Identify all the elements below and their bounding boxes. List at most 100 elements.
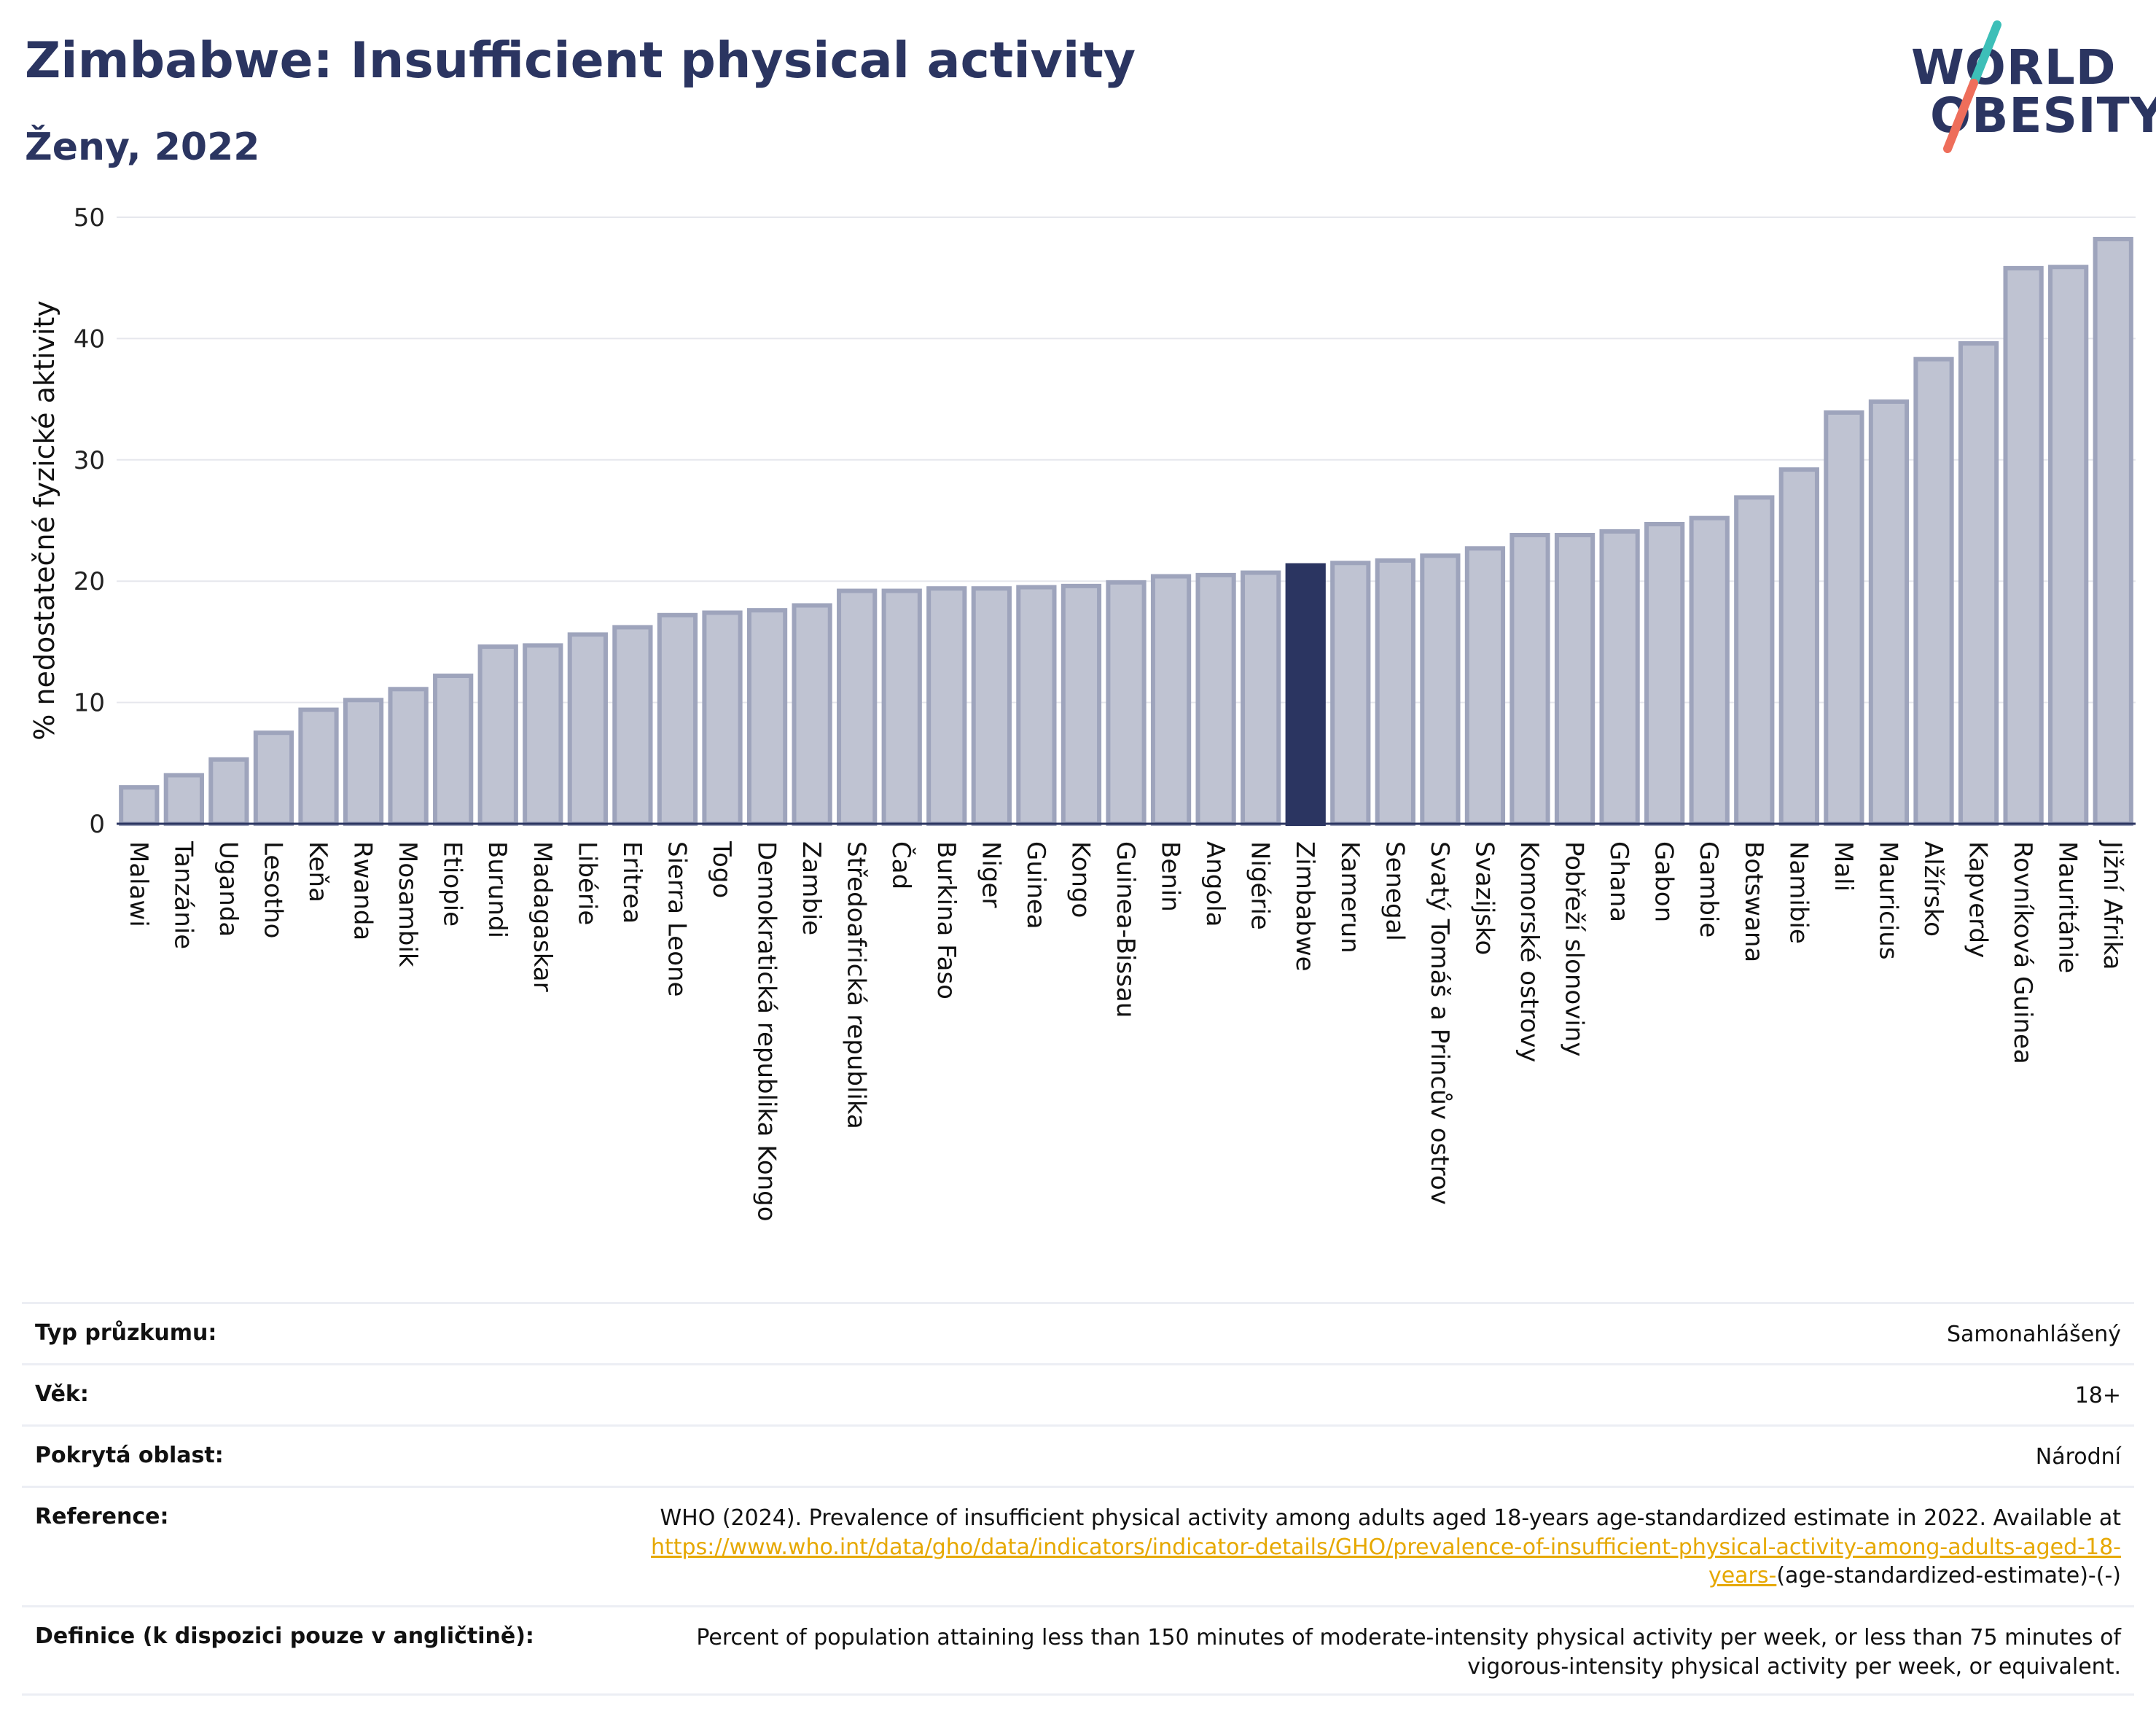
- info-row-definition: Definice (k dispozici pouze v angličtině…: [22, 1605, 2134, 1696]
- bar-27[interactable]: [1330, 561, 1371, 826]
- bar-34[interactable]: [1644, 521, 1685, 826]
- x-tick-label: Rovníková Guinea: [2008, 841, 2037, 1064]
- bar-10[interactable]: [567, 632, 608, 827]
- reference-link[interactable]: https://www.who.int/data/gho/data/indica…: [651, 1534, 2121, 1589]
- bar-26[interactable]: [1285, 563, 1326, 826]
- x-tick-label: Mali: [1829, 841, 1858, 892]
- logo-slash-icon: [1943, 20, 2001, 153]
- x-tick-label: Svazijsko: [1469, 841, 1499, 955]
- bar-4[interactable]: [298, 707, 339, 826]
- bar-19[interactable]: [971, 586, 1012, 827]
- bar-18[interactable]: [926, 586, 967, 827]
- info-table: Typ průzkumu: Samonahlášený Věk: 18+ Pok…: [22, 1302, 2134, 1696]
- info-label: Věk:: [35, 1381, 89, 1407]
- x-tick-label: Čad: [886, 841, 916, 889]
- x-tick-label: Rwanda: [348, 841, 378, 940]
- y-axis-label: % nedostatečné fyzické aktivity: [28, 300, 60, 741]
- info-label: Definice (k dispozici pouze v angličtině…: [35, 1623, 534, 1649]
- bar-22[interactable]: [1106, 580, 1147, 826]
- x-tick-label: Svatý Tomáš a Princův ostrov: [1425, 841, 1454, 1205]
- x-tick-label: Senegal: [1380, 841, 1409, 941]
- bar-17[interactable]: [881, 588, 922, 827]
- info-row-reference: Reference: WHO (2024). Prevalence of ins…: [22, 1486, 2134, 1605]
- bar-43[interactable]: [2048, 265, 2089, 826]
- bar-36[interactable]: [1734, 495, 1775, 826]
- bar-12[interactable]: [657, 612, 698, 826]
- bar-6[interactable]: [388, 687, 429, 827]
- bar-14[interactable]: [746, 608, 788, 826]
- x-tick-label: Nigérie: [1246, 841, 1275, 930]
- world-obesity-logo: WORLD OBESITY: [1895, 19, 2156, 157]
- x-tick-label: Jižní Afrika: [2098, 840, 2127, 970]
- x-tick-label: Komorské ostrovy: [1515, 841, 1544, 1062]
- bars: [119, 236, 2133, 827]
- bar-chart: 0 10 20 30 40 50 Malawi Tanzánie Uganda Lesotho K…: [28, 203, 2136, 1222]
- y-axis-ticks: 0 10 20 30 40 50: [74, 203, 105, 839]
- info-row-coverage: Pokrytá oblast: Národní: [22, 1424, 2134, 1486]
- bar-20[interactable]: [1016, 585, 1057, 827]
- reference-suffix: (age-standardized-estimate)-(-): [1776, 1563, 2121, 1589]
- bar-31[interactable]: [1509, 532, 1550, 826]
- y-tick-label: 0: [89, 810, 105, 839]
- bar-1[interactable]: [163, 773, 204, 826]
- info-value: Percent of population attaining less tha…: [696, 1625, 2121, 1680]
- x-tick-label: Lesotho: [258, 841, 287, 938]
- x-tick-label: Guinea: [1021, 841, 1050, 929]
- info-value: 18+: [2074, 1383, 2121, 1408]
- bar-42[interactable]: [2003, 265, 2044, 826]
- x-tick-label: Namibie: [1784, 841, 1813, 944]
- bar-8[interactable]: [477, 644, 518, 827]
- bar-44[interactable]: [2093, 236, 2133, 826]
- info-value: WHO (2024). Prevalence of insufficient p…: [590, 1504, 2121, 1591]
- bar-3[interactable]: [253, 730, 294, 827]
- x-tick-label: Burundi: [483, 841, 512, 938]
- bar-21[interactable]: [1061, 583, 1102, 827]
- x-tick-label: Keňa: [303, 841, 332, 902]
- bar-30[interactable]: [1464, 546, 1506, 826]
- y-tick-label: 50: [74, 203, 105, 233]
- bar-2[interactable]: [208, 757, 249, 826]
- info-row-age: Věk: 18+: [22, 1363, 2134, 1424]
- page-title: Zimbabwe: Insufficient physical activity: [25, 32, 1136, 90]
- bar-15[interactable]: [792, 603, 832, 826]
- bar-32[interactable]: [1554, 532, 1595, 826]
- x-tick-label: Gambie: [1694, 841, 1723, 937]
- y-tick-label: 10: [74, 689, 105, 718]
- bar-41[interactable]: [1958, 341, 1999, 826]
- x-tick-label: Uganda: [214, 841, 243, 937]
- info-row-survey-type: Typ průzkumu: Samonahlášený: [22, 1302, 2134, 1363]
- bar-5[interactable]: [343, 698, 384, 826]
- bar-13[interactable]: [702, 610, 743, 826]
- bar-37[interactable]: [1778, 467, 1819, 826]
- x-tick-label: Pobřeží slonoviny: [1560, 841, 1589, 1056]
- bar-38[interactable]: [1824, 410, 1864, 826]
- bar-40[interactable]: [1913, 356, 1954, 827]
- bar-0[interactable]: [119, 785, 160, 827]
- x-tick-label: Eritrea: [617, 841, 647, 924]
- x-tick-label: Mauricius: [1873, 841, 1902, 960]
- bar-35[interactable]: [1689, 515, 1730, 826]
- info-label: Typ průzkumu:: [35, 1320, 217, 1346]
- bar-7[interactable]: [433, 673, 474, 826]
- x-tick-label: Mauritánie: [2053, 841, 2082, 973]
- x-tick-label: Alžírsko: [1918, 841, 1948, 937]
- x-tick-label: Sierra Leone: [662, 841, 691, 997]
- bar-11[interactable]: [612, 625, 653, 826]
- page-subtitle: Ženy, 2022: [25, 125, 260, 169]
- bar-25[interactable]: [1241, 570, 1281, 826]
- info-label: Pokrytá oblast:: [35, 1443, 224, 1468]
- bar-24[interactable]: [1195, 572, 1236, 826]
- info-value: Národní: [2035, 1444, 2121, 1470]
- x-tick-label: Etiopie: [438, 841, 467, 927]
- reference-text: WHO (2024). Prevalence of insufficient p…: [660, 1505, 2121, 1531]
- bar-33[interactable]: [1599, 529, 1640, 826]
- bar-29[interactable]: [1420, 553, 1461, 826]
- bar-16[interactable]: [837, 588, 878, 827]
- bar-23[interactable]: [1150, 574, 1192, 826]
- bar-9[interactable]: [523, 643, 563, 827]
- bar-28[interactable]: [1375, 558, 1415, 826]
- x-tick-label: Benin: [1156, 841, 1185, 912]
- y-tick-label: 30: [74, 446, 105, 475]
- x-tick-label: Demokratická republika Kongo: [752, 841, 781, 1222]
- bar-39[interactable]: [1868, 399, 1910, 827]
